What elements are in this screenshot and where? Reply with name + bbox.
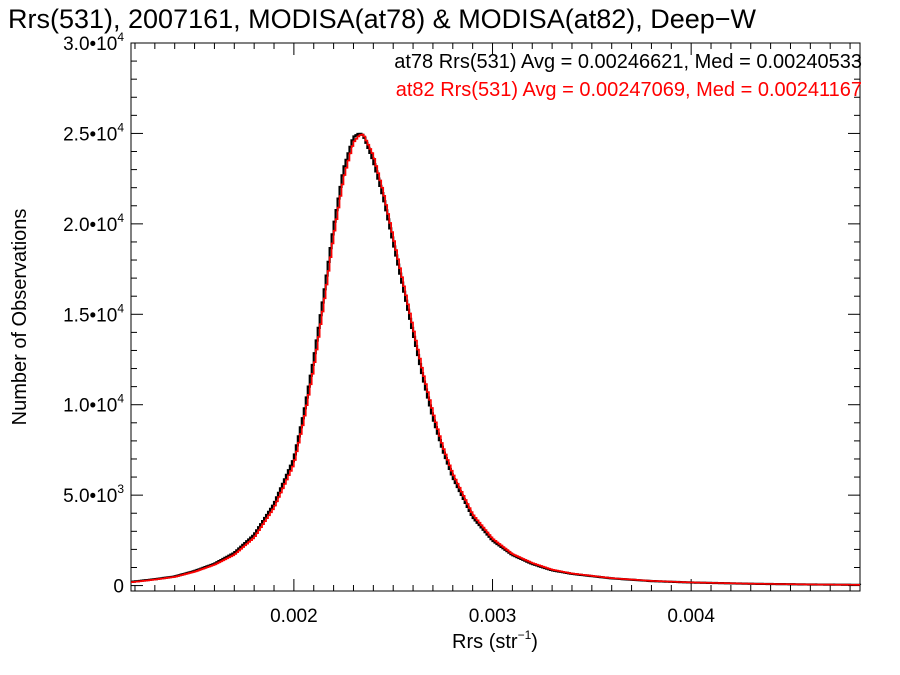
x-axis-label-text: Rrs (str [452, 631, 518, 653]
x-axis: 0.002 0.003 0.004 [134, 43, 851, 627]
y-tick-label: 3.0•104 [63, 30, 124, 55]
x-tick-label: 0.004 [667, 606, 715, 627]
chart-title: Rrs(531), 2007161, MODISA(at78) & MODISA… [8, 4, 757, 34]
y-tick-label: 1.0•104 [63, 392, 124, 417]
y-axis: 0 5.0•103 1.0•104 1.5•104 2.0•104 2.5•104 3.0•… [63, 30, 860, 598]
legend-entry-at78: at78 Rrs(531) Avg = 0.00246621, Med = 0.… [394, 51, 862, 73]
x-axis-label-exponent: −1 [518, 628, 532, 642]
legend-entry-at82: at82 Rrs(531) Avg = 0.00247069, Med = 0.… [396, 79, 862, 101]
y-tick-label: 2.5•104 [63, 120, 124, 145]
y-axis-label: Number of Observations [9, 209, 31, 426]
series-layer [131, 132, 862, 586]
plot-frame [130, 42, 861, 592]
y-tick-label: 1.5•104 [63, 301, 124, 326]
series-at78-line [131, 132, 862, 586]
y-tick-label: 5.0•103 [63, 482, 124, 507]
x-axis-label: Rrs (str−1) [452, 628, 538, 653]
x-tick-label: 0.002 [270, 606, 318, 627]
x-axis-label-close: ) [531, 631, 538, 653]
series-at82-line [131, 133, 860, 586]
x-tick-label: 0.003 [469, 606, 517, 627]
y-tick-label: 0 [113, 577, 124, 598]
y-tick-label: 2.0•104 [63, 211, 124, 236]
